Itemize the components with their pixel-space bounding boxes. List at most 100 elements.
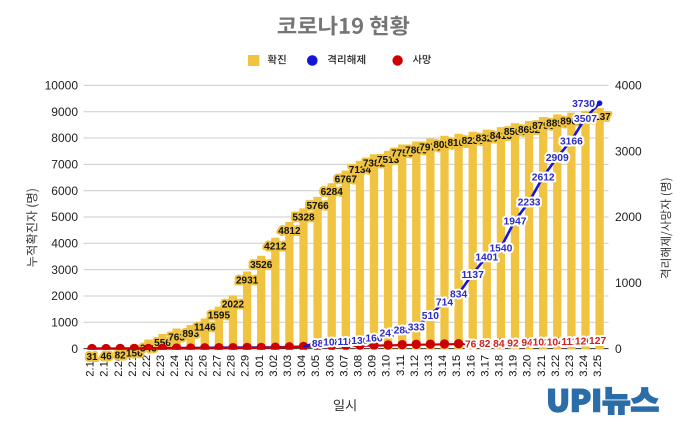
svg-text:1000: 1000 bbox=[51, 316, 78, 330]
svg-text:247: 247 bbox=[380, 328, 397, 339]
svg-text:3.20: 3.20 bbox=[522, 355, 534, 377]
svg-text:3000: 3000 bbox=[615, 144, 642, 158]
svg-text:2.23: 2.23 bbox=[155, 355, 167, 377]
svg-text:8236: 8236 bbox=[462, 136, 485, 147]
svg-text:120: 120 bbox=[575, 337, 592, 348]
svg-text:127: 127 bbox=[589, 336, 606, 347]
svg-text:3.10: 3.10 bbox=[381, 355, 393, 377]
svg-text:7134: 7134 bbox=[349, 165, 372, 176]
svg-text:3166: 3166 bbox=[560, 136, 583, 147]
svg-text:46: 46 bbox=[101, 351, 113, 362]
svg-text:8086: 8086 bbox=[433, 140, 456, 151]
svg-text:3.21: 3.21 bbox=[536, 355, 548, 377]
svg-text:7979: 7979 bbox=[419, 143, 442, 154]
svg-text:1540: 1540 bbox=[489, 243, 512, 254]
svg-text:2.22: 2.22 bbox=[141, 355, 153, 377]
svg-text:3.07: 3.07 bbox=[338, 355, 350, 377]
svg-text:3.17: 3.17 bbox=[479, 355, 491, 377]
svg-text:82: 82 bbox=[479, 339, 491, 350]
svg-text:3730: 3730 bbox=[572, 99, 595, 110]
svg-text:111: 111 bbox=[561, 337, 577, 348]
svg-text:8897: 8897 bbox=[546, 118, 569, 129]
svg-text:3.25: 3.25 bbox=[592, 355, 604, 377]
svg-text:31: 31 bbox=[86, 352, 98, 363]
svg-text:8799: 8799 bbox=[532, 121, 555, 132]
svg-text:8565: 8565 bbox=[504, 127, 527, 138]
svg-text:834: 834 bbox=[450, 290, 467, 301]
svg-text:3.19: 3.19 bbox=[508, 355, 520, 377]
svg-text:3.01: 3.01 bbox=[254, 355, 266, 377]
svg-text:1000: 1000 bbox=[615, 276, 642, 290]
svg-text:2.19: 2.19 bbox=[99, 355, 111, 377]
svg-text:8162: 8162 bbox=[447, 138, 470, 149]
svg-text:2.27: 2.27 bbox=[212, 355, 224, 377]
svg-text:7513: 7513 bbox=[377, 155, 400, 166]
svg-text:3.09: 3.09 bbox=[367, 355, 379, 377]
svg-text:102: 102 bbox=[533, 338, 550, 349]
svg-text:2.24: 2.24 bbox=[169, 355, 181, 377]
svg-text:10000: 10000 bbox=[45, 79, 79, 93]
svg-text:1947: 1947 bbox=[504, 217, 527, 228]
svg-text:3.24: 3.24 bbox=[578, 355, 590, 377]
svg-text:763: 763 bbox=[168, 333, 185, 344]
svg-text:2.26: 2.26 bbox=[197, 355, 209, 377]
svg-text:2931: 2931 bbox=[236, 276, 259, 287]
svg-text:8320: 8320 bbox=[476, 134, 499, 145]
svg-text:166: 166 bbox=[365, 334, 382, 345]
svg-text:3.11: 3.11 bbox=[395, 355, 407, 376]
svg-text:3.12: 3.12 bbox=[409, 355, 421, 377]
svg-text:0: 0 bbox=[71, 342, 78, 356]
svg-text:9137: 9137 bbox=[588, 112, 611, 123]
svg-text:4000: 4000 bbox=[51, 237, 78, 251]
svg-text:2000: 2000 bbox=[51, 289, 78, 303]
svg-text:94: 94 bbox=[521, 338, 533, 349]
svg-text:510: 510 bbox=[422, 311, 439, 322]
svg-text:2.20: 2.20 bbox=[113, 355, 125, 377]
svg-text:5328: 5328 bbox=[292, 212, 315, 223]
svg-text:2909: 2909 bbox=[546, 153, 569, 164]
svg-text:3.15: 3.15 bbox=[451, 355, 463, 377]
svg-text:4000: 4000 bbox=[615, 79, 642, 93]
svg-text:118: 118 bbox=[337, 337, 354, 348]
svg-text:3.16: 3.16 bbox=[465, 355, 477, 377]
svg-text:2000: 2000 bbox=[615, 210, 642, 224]
svg-text:3.02: 3.02 bbox=[268, 355, 280, 377]
svg-text:3.18: 3.18 bbox=[494, 355, 506, 377]
svg-text:88: 88 bbox=[312, 339, 324, 350]
svg-text:3.03: 3.03 bbox=[282, 355, 294, 377]
svg-text:7755: 7755 bbox=[391, 149, 414, 160]
svg-text:1401: 1401 bbox=[475, 252, 498, 263]
svg-text:4212: 4212 bbox=[264, 242, 287, 253]
svg-text:6767: 6767 bbox=[335, 175, 358, 186]
svg-text:3.23: 3.23 bbox=[564, 355, 576, 377]
svg-text:4812: 4812 bbox=[278, 226, 301, 237]
svg-text:333: 333 bbox=[408, 323, 425, 334]
svg-text:7382: 7382 bbox=[363, 158, 386, 169]
svg-text:3.05: 3.05 bbox=[310, 355, 322, 377]
svg-text:84: 84 bbox=[493, 339, 505, 350]
svg-text:3526: 3526 bbox=[250, 260, 273, 271]
svg-text:130: 130 bbox=[351, 336, 368, 347]
svg-text:156: 156 bbox=[126, 349, 143, 360]
svg-text:8413: 8413 bbox=[490, 131, 513, 142]
svg-text:3507: 3507 bbox=[574, 114, 597, 125]
svg-text:104: 104 bbox=[547, 338, 564, 349]
svg-text:8652: 8652 bbox=[518, 125, 541, 136]
svg-text:2233: 2233 bbox=[518, 198, 541, 209]
svg-text:7869: 7869 bbox=[405, 146, 428, 157]
svg-text:3.22: 3.22 bbox=[550, 355, 562, 377]
svg-text:82: 82 bbox=[115, 350, 127, 361]
svg-text:76: 76 bbox=[465, 339, 477, 350]
svg-text:3.13: 3.13 bbox=[423, 355, 435, 377]
svg-text:1146: 1146 bbox=[194, 322, 216, 333]
svg-text:2.18: 2.18 bbox=[85, 355, 97, 377]
svg-text:92: 92 bbox=[507, 338, 519, 349]
svg-text:1595: 1595 bbox=[208, 311, 231, 322]
svg-text:714: 714 bbox=[436, 298, 453, 309]
svg-text:8000: 8000 bbox=[51, 131, 78, 145]
svg-text:1137: 1137 bbox=[462, 270, 485, 281]
svg-text:2612: 2612 bbox=[532, 173, 555, 184]
svg-text:9000: 9000 bbox=[51, 105, 78, 119]
svg-text:2.25: 2.25 bbox=[183, 355, 195, 377]
svg-text:6000: 6000 bbox=[51, 184, 78, 198]
